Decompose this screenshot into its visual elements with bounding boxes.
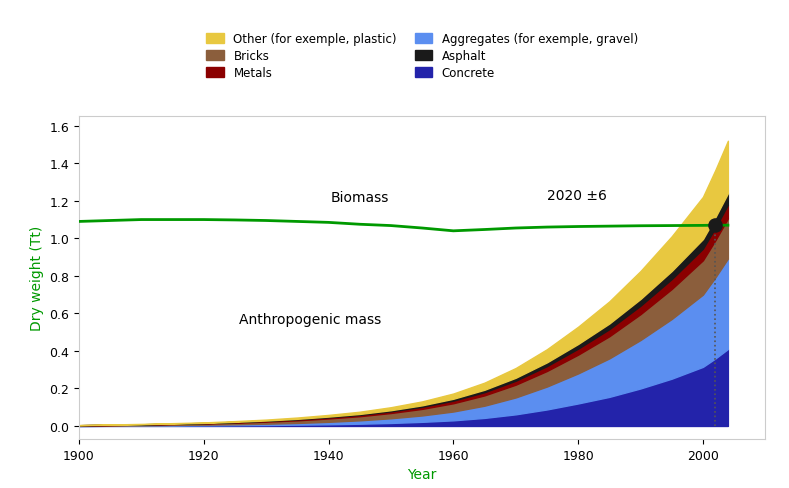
Text: Anthropogenic mass: Anthropogenic mass xyxy=(238,312,381,326)
X-axis label: Year: Year xyxy=(407,468,437,481)
Point xyxy=(709,222,722,230)
Text: 2020 ±6: 2020 ±6 xyxy=(547,188,607,203)
Legend: Other (for exemple, plastic), Bricks, Metals, Aggregates (for exemple, gravel), : Other (for exemple, plastic), Bricks, Me… xyxy=(206,33,638,80)
Y-axis label: Dry weight (Tt): Dry weight (Tt) xyxy=(30,225,43,331)
Text: Biomass: Biomass xyxy=(331,190,389,204)
